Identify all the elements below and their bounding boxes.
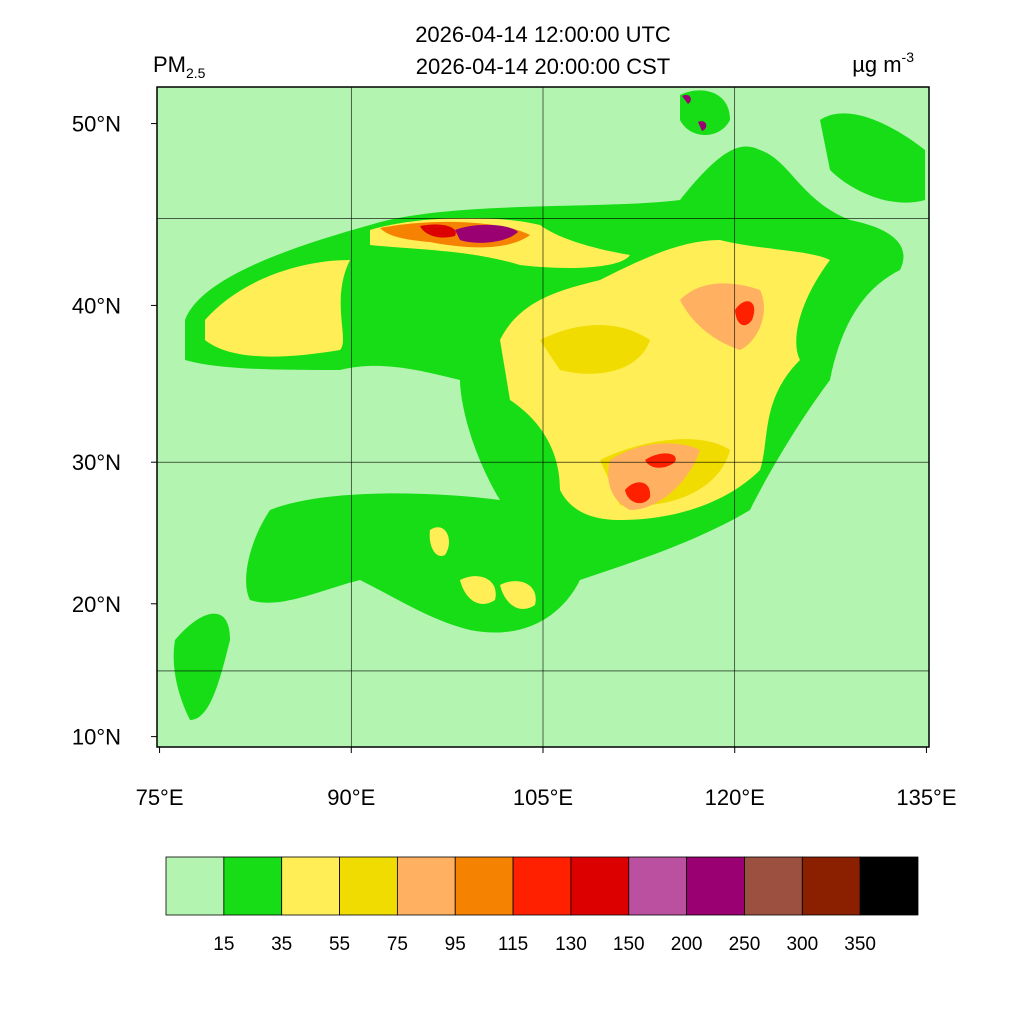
y-tick-label: 50°N [72, 112, 121, 137]
x-tick-label: 120°E [705, 785, 765, 810]
colorbar-box [223, 856, 283, 916]
colorbar-box [686, 856, 745, 916]
x-tick-label: 75°E [136, 785, 184, 810]
variable-subscript: 2.5 [186, 65, 206, 81]
colorbar-box [744, 856, 803, 916]
y-tick-label: 10°N [72, 725, 121, 750]
colorbar-box [165, 856, 225, 916]
colorbar-box [512, 856, 572, 916]
x-tick-label: 105°E [513, 785, 573, 810]
field-region [173, 613, 230, 720]
x-tick-label: 90°E [327, 785, 375, 810]
y-tick-label: 30°N [72, 450, 121, 475]
colorbar-box [339, 856, 398, 916]
field-region [625, 301, 755, 504]
units-superscript: -3 [902, 49, 915, 65]
y-tick-label: 20°N [72, 592, 121, 617]
units-text: µg m [852, 52, 901, 77]
x-tick-label: 135°E [896, 785, 956, 810]
colorbar-label: 75 [387, 934, 408, 955]
colorbar-box [570, 856, 630, 916]
concentration-field [173, 90, 925, 720]
colorbar-label: 200 [671, 934, 703, 955]
colorbar-label: 35 [271, 934, 292, 955]
graticule [157, 87, 929, 747]
variable-name: PM [153, 52, 186, 77]
field-region [455, 94, 707, 243]
colorbar-box [801, 856, 861, 916]
field-region [429, 527, 536, 609]
y-tick-label: 40°N [72, 293, 121, 318]
colorbar-box [281, 856, 340, 916]
units-label: µg m-3 [852, 49, 914, 77]
colorbar-box [396, 856, 456, 916]
colorbar-box [454, 856, 514, 916]
colorbar-label: 95 [445, 934, 466, 955]
colorbar-label: 55 [329, 934, 350, 955]
field-region [820, 113, 925, 203]
field-region [205, 260, 350, 357]
colorbar-label: 250 [729, 934, 761, 955]
colorbar-label: 130 [555, 934, 587, 955]
field-region [420, 224, 456, 238]
field-region [680, 283, 764, 350]
colorbar-box [628, 856, 688, 916]
colorbar-label: 15 [213, 934, 234, 955]
title-line: 2026-04-14 12:00:00 UTC [415, 22, 671, 47]
colorbar-label: 115 [498, 934, 528, 955]
field-region [680, 90, 730, 135]
colorbar-label: 150 [613, 934, 645, 955]
colorbar-box [859, 856, 919, 916]
colorbar-label: 300 [786, 934, 818, 955]
title-line: 2026-04-14 20:00:00 CST [416, 54, 670, 79]
variable-label: PM2.5 [153, 52, 206, 81]
colorbar-label: 350 [844, 934, 876, 955]
